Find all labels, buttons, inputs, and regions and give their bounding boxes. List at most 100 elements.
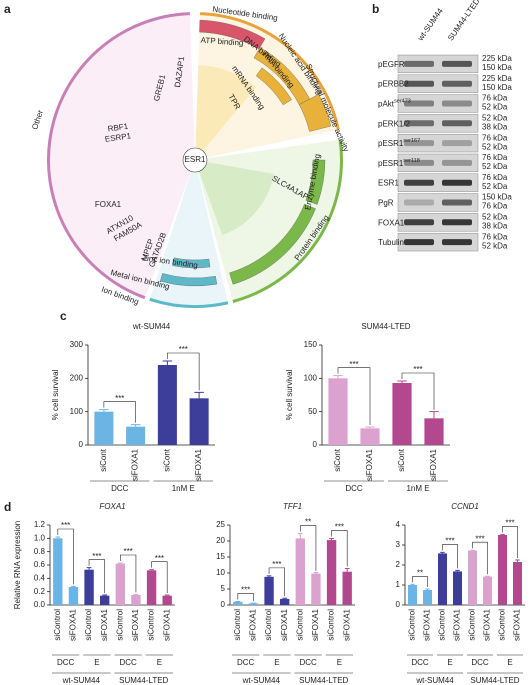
x-tick-label: siFOXA1 <box>131 608 140 641</box>
node-label: DAZAP1 <box>173 55 186 88</box>
x-tick-label: siFOXA1 <box>423 608 432 641</box>
error-bar <box>429 411 439 419</box>
y-tick-label: 25 <box>216 520 225 529</box>
x-tick-label: siCont <box>162 448 171 471</box>
blot-strip <box>397 94 479 113</box>
error-bar <box>117 562 123 564</box>
sig-label: *** <box>505 519 514 528</box>
bar <box>326 540 337 605</box>
kda-label: 76 kDa <box>482 232 508 241</box>
bar <box>342 571 352 605</box>
bar <box>100 595 110 605</box>
node-label: Other <box>30 109 45 131</box>
sig-label: *** <box>445 537 454 546</box>
chart-title: CCND1 <box>451 502 479 511</box>
blot-strip <box>397 54 479 74</box>
sig-bracket <box>237 593 254 602</box>
y-tick-label: 100 <box>70 407 84 416</box>
outer-arc <box>149 297 229 308</box>
y-tick-label: 0.8 <box>34 547 46 556</box>
y-tick-label: 0 <box>396 600 401 609</box>
blot-band <box>404 239 434 246</box>
y-axis-label: Relative RNA expression <box>13 521 22 609</box>
blot-strip <box>397 153 479 173</box>
blot-band <box>404 140 434 147</box>
blot-band <box>404 120 434 127</box>
x-tick-label: siFOXA1 <box>69 608 78 641</box>
bar <box>438 553 447 605</box>
bar <box>189 398 209 445</box>
kda-label: 52 kDa <box>482 182 508 191</box>
blot-band <box>442 239 472 246</box>
x-tick-label: siFOXA1 <box>280 608 289 641</box>
sector <box>195 160 274 236</box>
bar <box>295 538 305 605</box>
error-bar <box>99 409 109 412</box>
category-arc <box>298 94 332 132</box>
x-tick-label: siFOXA1 <box>483 608 492 641</box>
blot-band <box>442 80 472 87</box>
protein-label: pERBB2 <box>378 80 409 89</box>
kda-label: 52 kDa <box>482 241 508 250</box>
error-bar <box>149 569 154 571</box>
x-tick-label: siFOXA1 <box>100 608 109 641</box>
kda-label: 225 kDa <box>482 54 512 63</box>
y-tick-label: 15 <box>216 552 225 561</box>
kda-label: 76 kDa <box>482 173 508 182</box>
bar <box>408 585 417 605</box>
super-group-label: SUM44-LTED <box>119 676 168 685</box>
kda-label: 38 kDa <box>482 123 508 132</box>
sector <box>195 65 257 160</box>
blot-band <box>442 120 472 127</box>
blot-band <box>404 60 434 67</box>
super-group-label: SUM44-LTED <box>470 676 519 685</box>
error-bar <box>425 588 430 590</box>
blot-strip <box>397 74 479 93</box>
super-group-label: wt-SUM44 <box>242 676 281 685</box>
y-tick-label: 2 <box>396 560 401 569</box>
error-bar <box>515 559 520 562</box>
error-bar <box>282 597 288 599</box>
error-bar <box>164 594 170 596</box>
sig-label: *** <box>179 345 188 354</box>
group-label: DCC <box>411 658 429 667</box>
sector <box>195 15 337 160</box>
group-label: E <box>507 658 512 667</box>
sector <box>50 15 195 297</box>
protein-label: pESR1ser118 <box>378 158 420 168</box>
protein-site: ser167 <box>403 139 420 145</box>
y-tick-label: 0.4 <box>34 573 46 582</box>
outer-arc <box>200 12 340 130</box>
sig-label: *** <box>475 534 484 543</box>
x-tick-label: siFOXA1 <box>365 448 374 481</box>
group-label: E <box>447 658 452 667</box>
x-tick-label: siControl <box>327 609 336 641</box>
category-arc <box>305 159 326 205</box>
y-axis-label: % cell survival <box>285 369 294 420</box>
panel-letter: c <box>60 309 67 323</box>
sector <box>195 139 340 301</box>
error-bar <box>410 583 415 585</box>
sig-label: *** <box>272 560 281 569</box>
sig-label: *** <box>115 394 124 403</box>
category-arc <box>160 273 218 287</box>
sig-label: *** <box>335 523 344 532</box>
x-tick-label: siControl <box>233 609 242 641</box>
y-tick-label: 10 <box>216 568 225 577</box>
x-tick-label: siCont <box>397 448 406 471</box>
sig-label: *** <box>123 547 132 556</box>
protein-label: pESR1ser167 <box>378 139 420 149</box>
bar <box>68 587 79 605</box>
panel-letter: a <box>4 2 11 16</box>
bar <box>453 571 462 605</box>
bar <box>146 570 157 605</box>
bar <box>392 383 412 445</box>
error-bar <box>102 594 108 596</box>
blot-band <box>442 159 472 166</box>
node-label: RBF1 <box>107 122 129 134</box>
column-label: SUM44-LTED <box>446 0 482 42</box>
blot-band <box>442 219 472 226</box>
blot-band <box>442 140 472 147</box>
x-tick-label: siFOXA1 <box>429 448 438 481</box>
super-group-label: wt-SUM44 <box>62 676 101 685</box>
